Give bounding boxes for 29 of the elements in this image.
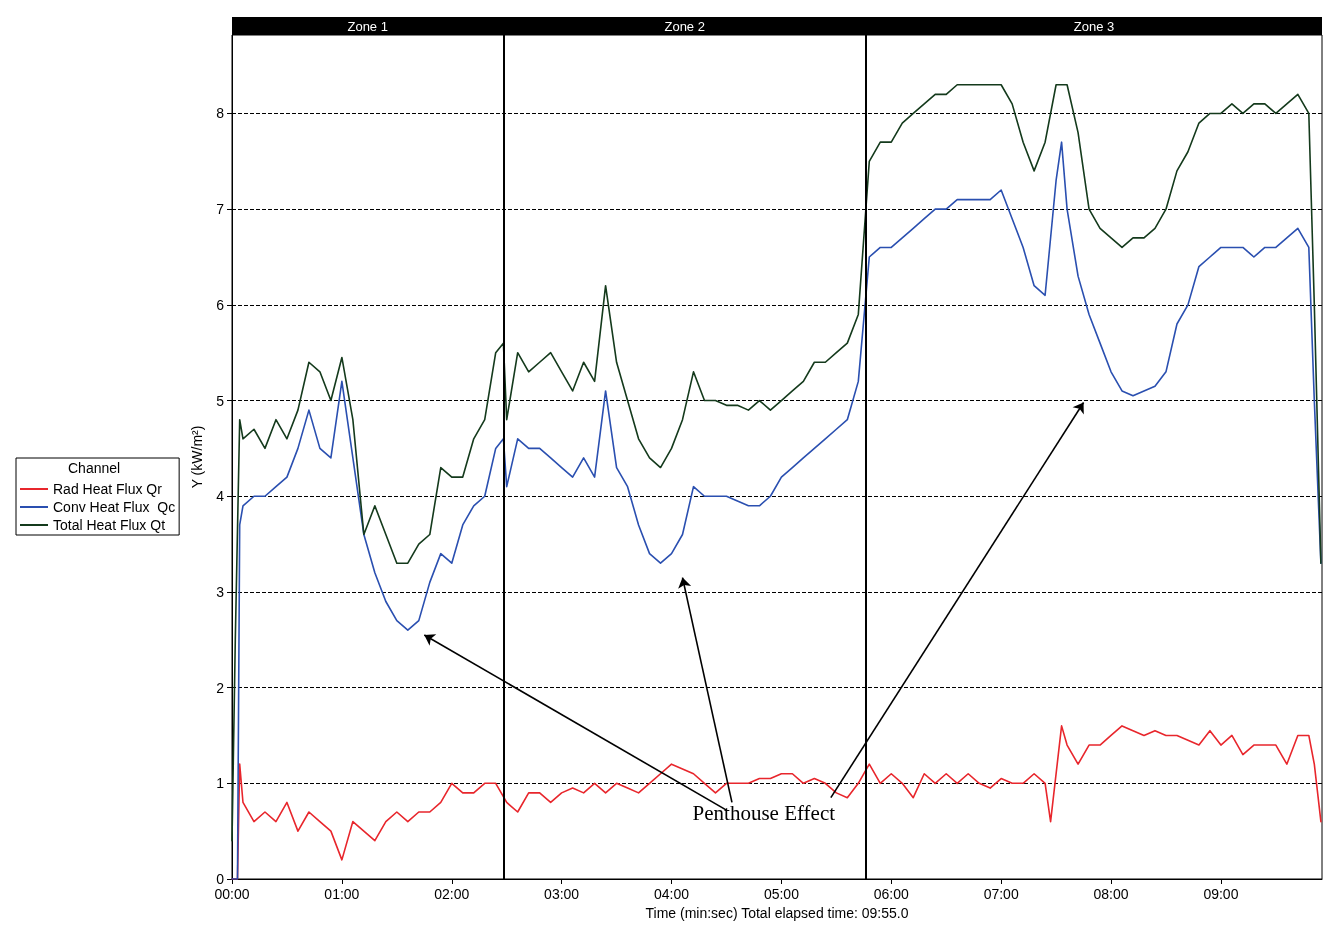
y-tick-label: 7 — [216, 201, 225, 218]
x-tick-label: 08:00 — [1093, 886, 1129, 902]
x-tick-label: 04:00 — [653, 886, 690, 902]
y-tick-label: 6 — [216, 296, 225, 313]
x-tick-label: 05:00 — [763, 886, 800, 902]
x-tick-label: 06:00 — [873, 886, 909, 902]
x-tick-label: 03:00 — [544, 886, 580, 902]
legend-label: Total Heat Flux Qt — [53, 517, 166, 533]
x-tick-label: 01:00 — [324, 886, 360, 902]
legend-label: Conv Heat Flux Qc — [53, 499, 176, 515]
y-tick-label: 0 — [216, 871, 225, 887]
x-axis-title: Time (min:sec) Total elapsed time: 09:55.0 — [645, 904, 909, 921]
legend-title: Channel — [68, 460, 121, 476]
y-tick-label: 1 — [216, 775, 225, 792]
y-tick-label: 4 — [216, 488, 225, 505]
x-tick-label: 00:00 — [214, 886, 250, 902]
legend-label: Rad Heat Flux Qr — [53, 481, 163, 497]
annotation: Penthouse Effect — [692, 800, 836, 825]
y-tick-label: 2 — [216, 679, 225, 696]
x-tick-label: 02:00 — [434, 886, 470, 902]
text: Zone 1 — [347, 18, 388, 34]
y-tick-label: 3 — [216, 583, 225, 600]
x-tick-label: 07:00 — [983, 886, 1019, 902]
y-tick-label: 5 — [216, 392, 225, 409]
text: Zone 3 — [1073, 18, 1115, 34]
x-tick-label: 09:00 — [1203, 886, 1239, 902]
y-axis-title: Y (kW/m²) — [189, 425, 205, 489]
y-tick-label: 8 — [216, 105, 225, 122]
text: Zone 2 — [664, 18, 705, 34]
